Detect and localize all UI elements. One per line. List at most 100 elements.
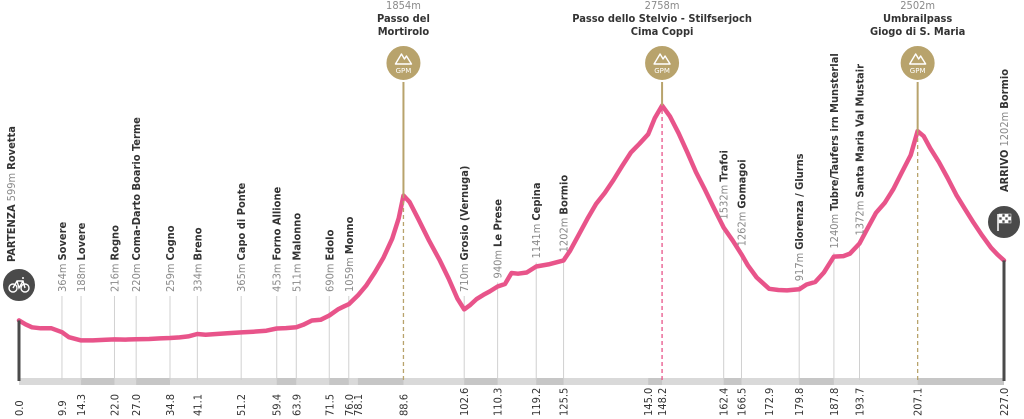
km-tick-label: 41.1 bbox=[191, 394, 204, 416]
km-tick-label: 207.1 bbox=[912, 388, 925, 416]
location-elevation: 1240m bbox=[828, 214, 841, 249]
km-tick-label: 162.4 bbox=[718, 388, 731, 416]
location-name: Trafoi bbox=[718, 150, 731, 182]
location-label: 216m Rogno bbox=[108, 225, 121, 292]
km-tick-label: 59.4 bbox=[271, 394, 284, 416]
km-tick-label: 145.0 bbox=[642, 388, 655, 416]
location-name: Bormio bbox=[558, 175, 571, 215]
climb-elevation: 1854m bbox=[386, 0, 421, 12]
finish-icon-badge bbox=[986, 204, 1022, 240]
location-elevation: 710m bbox=[458, 263, 471, 292]
location-name: Edolo bbox=[323, 229, 336, 260]
km-tick-label: 14.3 bbox=[75, 394, 88, 416]
location-label: 364m Sovere bbox=[56, 221, 69, 292]
km-tick-label: 125.5 bbox=[558, 388, 571, 416]
baseline-band-segment bbox=[81, 378, 115, 385]
km-tick-label: 63.9 bbox=[290, 394, 303, 416]
location-name: Sovere bbox=[56, 221, 69, 260]
location-elevation: 216m bbox=[108, 263, 121, 292]
km-tick-label: 166.5 bbox=[736, 388, 749, 416]
location-elevation: 220m bbox=[130, 263, 143, 292]
flag-check bbox=[1004, 213, 1009, 218]
location-name: Cogno bbox=[164, 225, 177, 260]
km-tick-label: 76.0 bbox=[343, 394, 356, 416]
km-tick-label: 187.8 bbox=[828, 388, 841, 416]
bicycle-front-wheel bbox=[20, 283, 30, 293]
location-name: Monno bbox=[343, 216, 356, 254]
mountain-icon bbox=[394, 53, 413, 65]
baseline-band-segment bbox=[536, 378, 564, 385]
km-tick-label: 172.9 bbox=[763, 388, 776, 416]
location-elevation: 453m bbox=[271, 263, 284, 292]
location-label: 1262m Gomagoi bbox=[735, 159, 748, 246]
baseline-band-segment bbox=[276, 378, 297, 385]
location-elevation: 1202m bbox=[998, 112, 1011, 147]
location-name: Glorenza / Glurns bbox=[793, 153, 806, 249]
location-name: Forno Allione bbox=[271, 187, 284, 261]
km-tick-label: 88.6 bbox=[398, 394, 411, 416]
location-elevation: 1262m bbox=[735, 212, 748, 247]
gpm-badge bbox=[384, 44, 423, 82]
location-label: 1372m Santa Maria Val Mustair bbox=[854, 64, 867, 236]
location-label: 1141m Cepina bbox=[530, 182, 543, 258]
checkered-flag-icon bbox=[997, 213, 1012, 231]
baseline-band-segment bbox=[723, 378, 742, 385]
gpm-badge bbox=[643, 44, 682, 82]
bicycle-frame bbox=[12, 277, 26, 290]
location-name: Rovetta bbox=[5, 126, 18, 170]
km-tick-label: 71.5 bbox=[323, 394, 336, 416]
flag-check bbox=[998, 213, 1003, 218]
flag-check bbox=[1004, 219, 1009, 224]
location-name: Le Prese bbox=[492, 199, 505, 247]
elevation-profile-layer bbox=[16, 103, 1007, 343]
km-tick-label: 193.7 bbox=[854, 388, 867, 416]
elevation-profile-line bbox=[16, 103, 1007, 343]
baseline-layer bbox=[19, 378, 1004, 385]
start-icon-badge bbox=[1, 267, 37, 303]
location-elevation: 511m bbox=[290, 263, 303, 292]
location-elevation: 365m bbox=[235, 263, 248, 292]
location-elevation: 188m bbox=[75, 263, 88, 292]
climb-elevation: 2758m bbox=[645, 0, 680, 12]
km-tick-label: 0.0 bbox=[13, 400, 26, 416]
km-tick-label: 227.0 bbox=[998, 388, 1011, 416]
mountain-icon bbox=[653, 53, 671, 65]
location-name: Malonno bbox=[290, 213, 303, 261]
baseline-band-segment bbox=[329, 378, 349, 385]
location-name: Rogno bbox=[108, 225, 121, 261]
location-label: 917m Glorenza / Glurns bbox=[793, 153, 806, 281]
location-elevation: 1202m bbox=[558, 218, 571, 253]
location-label: 1202m Bormio bbox=[558, 175, 571, 253]
flag-check bbox=[1007, 219, 1012, 224]
location-label: 511m Malonno bbox=[290, 213, 303, 292]
flag-check bbox=[1007, 216, 1012, 221]
location-name: Bormio bbox=[998, 69, 1011, 109]
location-name: Santa Maria Val Mustair bbox=[854, 64, 867, 198]
climb-name-line: Passo del bbox=[377, 12, 430, 25]
location-name: Coma-Darto Boario Terme bbox=[130, 117, 143, 261]
flag-check bbox=[998, 219, 1003, 224]
location-name: Tubre/Taufers irn Munsterlal bbox=[828, 53, 841, 211]
location-elevation: 1532m bbox=[718, 185, 731, 220]
guide-lines-layer bbox=[61, 223, 861, 380]
location-name: Grosio (Vernuga) bbox=[458, 166, 471, 261]
location-name: Capo di Ponte bbox=[235, 182, 248, 260]
climb-name-line: Giogo di S. Maria bbox=[870, 25, 965, 38]
baseline-band-segment bbox=[357, 378, 404, 385]
location-label: PARTENZA 599m Rovetta bbox=[5, 126, 18, 262]
location-label: 1240m Tubre/Taufers irn Munsterlal bbox=[828, 53, 841, 248]
gpm-badge-label: GPM bbox=[654, 67, 670, 75]
location-elevation: 599m bbox=[5, 173, 18, 202]
baseline-bar bbox=[19, 378, 1004, 385]
endpoint-icons-layer bbox=[1, 204, 1022, 381]
location-elevation: 940m bbox=[492, 250, 505, 279]
location-label: 710m Grosio (Vernuga) bbox=[458, 166, 471, 292]
location-elevation: 1372m bbox=[854, 201, 867, 236]
climb-name-line: Cima Coppi bbox=[631, 25, 694, 38]
location-label: 334m Breno bbox=[191, 227, 204, 292]
km-tick-label: 148.2 bbox=[656, 388, 669, 416]
location-label: 940m Le Prese bbox=[492, 199, 505, 279]
location-name: Cepina bbox=[530, 182, 543, 220]
location-elevation: 690m bbox=[323, 263, 336, 292]
location-labels-layer: PARTENZA 599m Rovetta 364m Sovere 188m Lovere 2… bbox=[5, 53, 1011, 292]
